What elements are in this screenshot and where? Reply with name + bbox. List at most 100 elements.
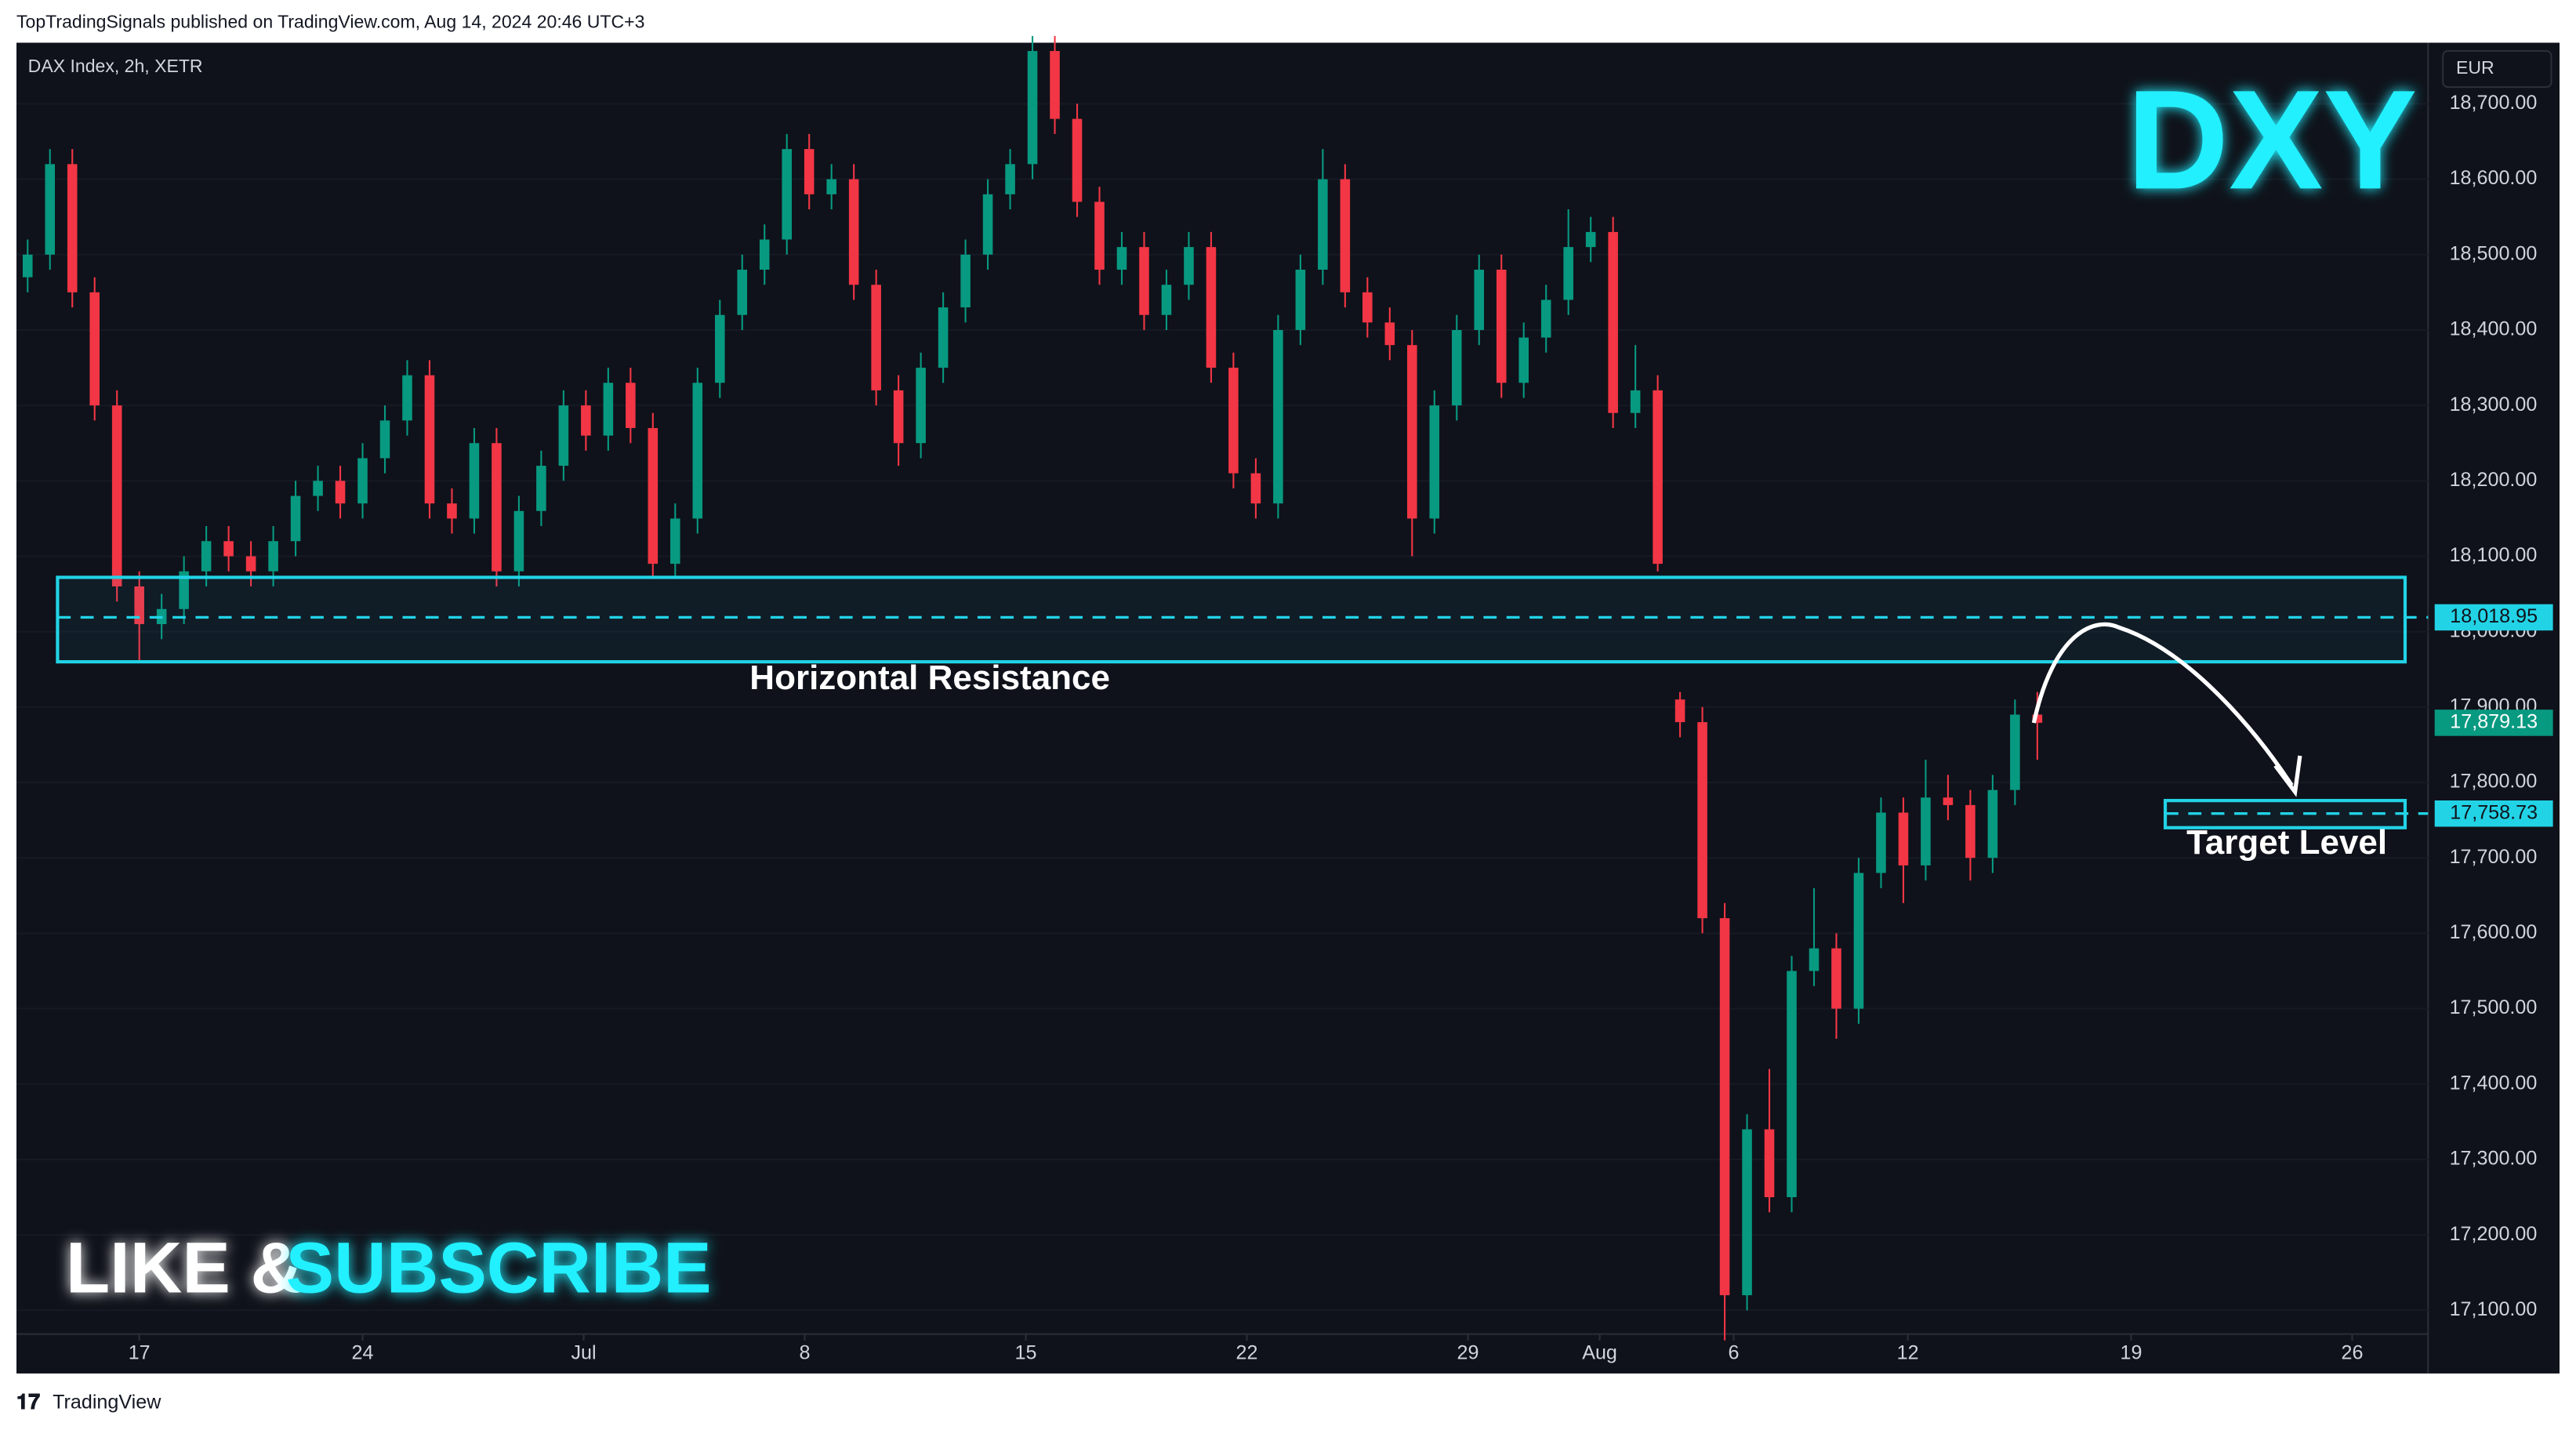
y-tick-label: 18,100.00 (2450, 544, 2538, 566)
footer-brand: TradingView (53, 1391, 161, 1413)
y-tick-label: 18,400.00 (2450, 318, 2538, 340)
x-tick-label: 6 (1728, 1341, 1739, 1363)
marks-layer: 17,100.00 17,200.00 17,300.00 17,400.00 17,5… (16, 35, 2553, 1363)
y-tick-label: 17,500.00 (2450, 996, 2538, 1018)
level-tag: 17,758.73 (2450, 801, 2538, 823)
level-tag-bg (2434, 604, 2553, 631)
publisher-line: TopTradingSignals published on TradingVi… (16, 11, 644, 31)
candle-body (357, 458, 368, 504)
symbol-label: DAX Index, 2h, XETR (28, 56, 203, 76)
plot-background (16, 42, 2560, 1374)
candle-body (714, 314, 725, 383)
projection-arrow (2031, 622, 2294, 787)
candle-body (1831, 948, 1841, 1009)
candle-body (1161, 285, 1172, 315)
candle-body (826, 179, 836, 194)
x-tick-label: 12 (1897, 1341, 1919, 1363)
candle-body (1898, 812, 1909, 866)
candle-body (111, 405, 122, 586)
cta-subscribe: SUBSCRIBE (286, 1227, 712, 1308)
candle-body (558, 405, 569, 466)
candle-body (268, 541, 278, 572)
candle-body (1943, 797, 1954, 805)
candle-body (1228, 368, 1239, 474)
candle-body (1094, 201, 1105, 270)
candle-body (2032, 714, 2043, 723)
candle-body (179, 571, 189, 609)
candle-body (134, 586, 144, 625)
candle-body (893, 390, 904, 444)
candle-body (1451, 329, 1462, 406)
candle-body (1585, 231, 1596, 248)
candle-body (1742, 1129, 1752, 1296)
overlay-title: DXY (2127, 61, 2418, 219)
x-tick-label: 19 (2121, 1341, 2142, 1363)
candle-body (603, 383, 614, 436)
candle-body (335, 481, 346, 504)
candle-body (692, 383, 703, 519)
candle-body (45, 164, 56, 255)
y-tick-label: 18,600.00 (2450, 167, 2538, 189)
y-tick-label: 18,700.00 (2450, 92, 2538, 114)
candle-body (536, 466, 546, 511)
candle-body (1987, 789, 1998, 858)
x-tick-label: 15 (1015, 1341, 1037, 1363)
zone-label: Horizontal Resistance (749, 659, 1110, 697)
candle-body (447, 503, 457, 519)
candle-body (1474, 269, 1485, 330)
candle-body (581, 405, 591, 436)
candle-body (1005, 164, 1015, 194)
candle-body (2010, 714, 2020, 790)
y-tick-label: 17,400.00 (2450, 1072, 2538, 1094)
x-tick-label: Jul (571, 1341, 596, 1363)
candle-body (1809, 948, 1820, 971)
candle-body (1362, 292, 1373, 323)
candle-body (782, 149, 793, 240)
candle-body (1250, 473, 1261, 504)
candle-body (1965, 804, 1976, 858)
candle-body (1050, 51, 1060, 119)
candle-body (245, 556, 256, 572)
x-tick-label: 22 (1236, 1341, 1258, 1363)
y-tick-label: 18,500.00 (2450, 242, 2538, 264)
candle-body (402, 375, 412, 421)
candle-body (1139, 247, 1149, 315)
candle-body (626, 383, 636, 428)
x-tick-label: 17 (129, 1341, 151, 1363)
y-tick-label: 17,700.00 (2450, 846, 2538, 868)
candle-body (938, 307, 949, 368)
candle-body (1116, 247, 1127, 270)
x-tick-label: 26 (2342, 1341, 2364, 1363)
candle-body (1206, 247, 1217, 368)
y-tick-label: 17,100.00 (2450, 1298, 2538, 1320)
candle-body (1608, 231, 1618, 413)
candle-body (1273, 329, 1283, 504)
candle-body (1876, 812, 1886, 873)
candle-body (89, 292, 100, 406)
candle-body (1027, 51, 1038, 165)
candle-body (648, 427, 659, 564)
candle-body (804, 149, 815, 194)
candle-body (916, 368, 926, 444)
candle-body (871, 285, 881, 390)
candle-body (1072, 118, 1083, 202)
candle-body (1318, 179, 1328, 270)
candle-body (1653, 390, 1663, 564)
y-tick-label: 17,200.00 (2450, 1223, 2538, 1245)
candle-body (492, 443, 502, 572)
x-tick-label: Aug (1582, 1341, 1617, 1363)
x-tick-label: 8 (800, 1341, 811, 1363)
candle-body (1340, 179, 1351, 292)
candle-body (1853, 873, 1864, 1009)
candle-body (670, 518, 680, 564)
candle-body (1407, 345, 1417, 519)
candle-body (1184, 247, 1194, 285)
y-tick-label: 18,300.00 (2450, 394, 2538, 416)
zone-label: Target Level (2186, 823, 2387, 862)
candle-body (1384, 322, 1395, 346)
last-price-label: 17,879.13 (2450, 711, 2538, 733)
candle-body (1674, 699, 1685, 723)
candle-body (313, 481, 323, 496)
candle-body (201, 541, 212, 572)
